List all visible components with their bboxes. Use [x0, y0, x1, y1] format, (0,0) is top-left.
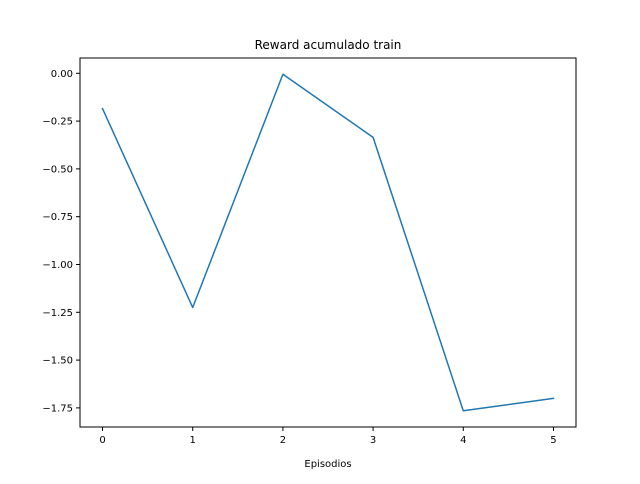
x-tick-label: 2	[280, 435, 286, 446]
y-tick-label: −0.25	[42, 117, 73, 128]
y-tick-label: −0.75	[42, 212, 73, 223]
x-axis-title: Episodios	[304, 459, 351, 470]
chart-title: Reward acumulado train	[255, 38, 402, 52]
x-tick-label: 1	[190, 435, 196, 446]
x-tick-label: 0	[99, 435, 105, 446]
y-tick-label: −0.50	[42, 164, 73, 175]
x-tick-label: 5	[550, 435, 556, 446]
x-tick-label: 3	[370, 435, 376, 446]
y-tick-label: 0.00	[51, 69, 73, 80]
y-tick-label: −1.25	[42, 308, 73, 319]
y-tick-label: −1.00	[42, 260, 73, 271]
y-tick-label: −1.50	[42, 356, 73, 367]
x-tick-label: 4	[460, 435, 466, 446]
y-tick-label: −1.75	[42, 403, 73, 414]
